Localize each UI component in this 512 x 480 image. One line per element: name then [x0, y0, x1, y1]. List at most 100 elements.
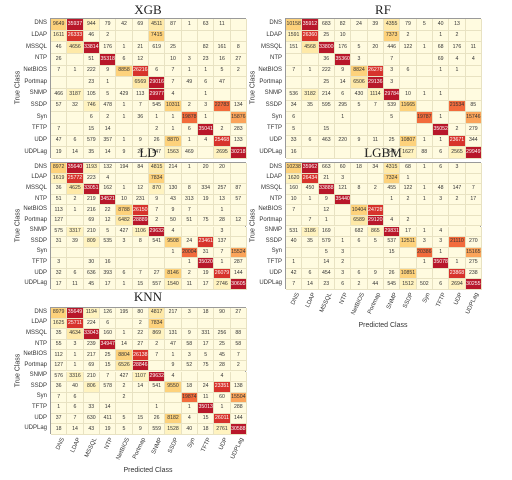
heatmap-cell	[132, 124, 149, 136]
y-tick-label: Syn	[36, 248, 47, 255]
y-tick-label: NetBIOS	[23, 67, 47, 73]
heatmap-cell: 9508	[165, 237, 182, 248]
heatmap-cell: 9	[132, 424, 149, 435]
heatmap-cell: 683	[318, 19, 335, 31]
heatmap-cell: 295	[335, 100, 352, 113]
heatmap-cell	[449, 215, 466, 227]
heatmap-cell: 469	[181, 147, 198, 159]
heatmap-cell: 17	[198, 279, 215, 290]
heatmap-cell: 23	[198, 54, 215, 66]
heatmap-cell: 4	[433, 226, 450, 238]
heatmap-cell: 576	[51, 371, 68, 383]
heatmap-cell: 138	[230, 382, 247, 393]
y-tick-label: DNS	[269, 163, 282, 170]
heatmap-cell: 69	[83, 215, 100, 227]
heatmap-cell: 223	[83, 173, 100, 185]
heatmap-cell: 682	[351, 226, 368, 238]
heatmap-cell: 24	[198, 382, 215, 393]
x-tick-label: NetBIOS	[350, 292, 366, 317]
heatmap-cell: 1	[335, 112, 352, 124]
heatmap-cell	[67, 215, 84, 227]
heatmap-cell: 1194	[83, 308, 100, 319]
y-axis-title: True Class	[14, 353, 22, 387]
y-tick-label: DNS	[269, 20, 282, 27]
heatmap-cell: 545	[149, 100, 166, 113]
heatmap-cell: 257	[214, 184, 231, 195]
heatmap-cell: 3	[384, 65, 401, 78]
heatmap-cell: 7	[286, 65, 303, 78]
heatmap-cell: 6	[335, 279, 352, 290]
heatmap-cell: 535	[100, 237, 117, 248]
y-tick-label: Portmap	[24, 78, 47, 85]
heatmap-cell: 87	[165, 19, 182, 31]
y-tick-label: NTP	[35, 55, 47, 62]
heatmap-cell: 16	[286, 147, 303, 159]
heatmap-cell: 29784	[384, 89, 401, 101]
heatmap-cell: 288	[230, 403, 247, 414]
heatmap-cell: 630	[83, 413, 100, 425]
heatmap-cell: 60	[214, 392, 231, 404]
y-tick-label: UDPLag	[24, 148, 47, 155]
heatmap-cell	[449, 89, 466, 101]
heatmap-cell: 7	[465, 184, 482, 195]
heatmap-cell: 12511	[400, 237, 417, 248]
heatmap-cell	[449, 205, 466, 216]
heatmap-cell: 1	[433, 135, 450, 148]
heatmap-cell: 130	[165, 184, 182, 195]
heatmap-cell	[230, 30, 247, 43]
heatmap-cell	[181, 173, 198, 185]
heatmap-cell	[149, 392, 166, 404]
heatmap-cell: 7	[51, 124, 68, 136]
heatmap-cell: 51	[181, 215, 198, 227]
heatmap-cell: 4511	[149, 19, 166, 31]
heatmap-cell	[302, 258, 319, 269]
heatmap-cell: 24728	[367, 205, 384, 216]
heatmap-cell: 2	[449, 124, 466, 136]
heatmap-cell: 1	[416, 163, 433, 174]
heatmap-cell: 25772	[67, 173, 84, 185]
heatmap-cell: 2	[67, 194, 84, 206]
heatmap-cell: 33	[286, 135, 303, 148]
heatmap-cell: 541	[149, 382, 166, 393]
heatmap-cell: 23868	[449, 268, 466, 280]
heatmap-cell: 11	[367, 135, 384, 148]
heatmap-cell: 194	[116, 163, 133, 174]
heatmap-cell: 25711	[67, 318, 84, 330]
heatmap-cell: 13	[214, 194, 231, 206]
heatmap-cell: 19	[198, 268, 215, 280]
chart-title: LGBM	[364, 145, 402, 160]
heatmap-cell: 6	[433, 147, 450, 159]
heatmap-cell: 43	[83, 424, 100, 435]
y-tick-label: Portmap	[259, 216, 282, 223]
heatmap-cell: 3	[384, 77, 401, 89]
heatmap-cell: 69	[83, 360, 100, 372]
y-tick-label: NTP	[35, 195, 47, 202]
heatmap-cell	[51, 247, 68, 259]
heatmap-cell: 869	[149, 329, 166, 340]
heatmap-cell: 57	[230, 194, 247, 206]
heatmap-cell: 2	[400, 30, 417, 43]
heatmap-cell: 82	[335, 19, 352, 31]
heatmap-cell: 1	[198, 112, 215, 124]
heatmap-cell: 9	[149, 194, 166, 206]
heatmap-cell	[335, 205, 352, 216]
heatmap-cell: 55	[51, 339, 68, 351]
heatmap-cell: 4656	[67, 42, 84, 54]
heatmap-cell: 9	[181, 329, 198, 340]
heatmap-cell	[149, 54, 166, 66]
heatmap-cell: 1	[449, 65, 466, 78]
heatmap-cell: 15	[100, 360, 117, 372]
heatmap-cell: 19874	[181, 392, 198, 404]
heatmap-cell: 12	[230, 215, 247, 227]
heatmap-cell	[416, 65, 433, 78]
heatmap-cell: 7	[165, 77, 182, 89]
y-tick-label: UDPLag	[259, 280, 282, 287]
heatmap-cell: 15	[132, 279, 149, 290]
heatmap-grid: 8972 35640 1193 132 194 84 4815 214 1 20 20 1619 257…	[50, 162, 247, 290]
heatmap-cell: 2	[116, 392, 133, 404]
heatmap-cell: 35912	[302, 19, 319, 31]
heatmap-cell: 8	[351, 184, 368, 195]
heatmap-cell: 1540	[165, 279, 182, 290]
heatmap-cell	[302, 147, 319, 159]
heatmap-cell: 68	[433, 42, 450, 54]
